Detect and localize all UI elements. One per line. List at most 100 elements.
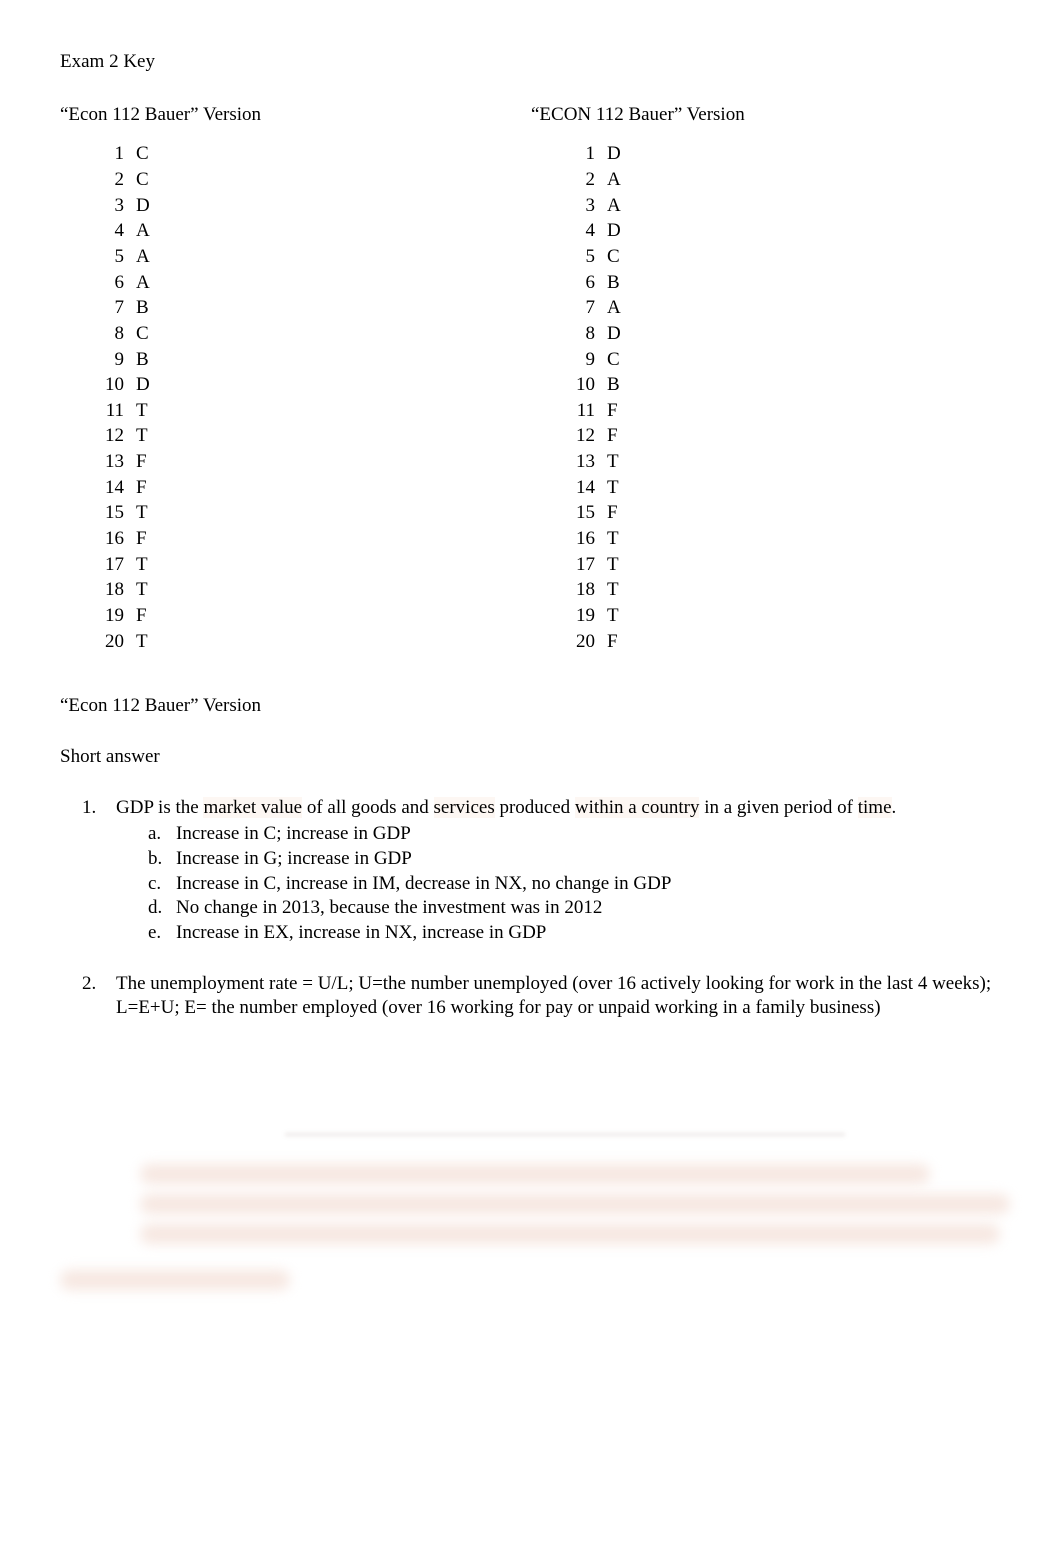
answer-value: D [607,321,621,347]
answer-row: 5C [571,244,1002,270]
short-answer-main: The unemployment rate = U/L; U=the numbe… [116,972,1002,1021]
answer-number: 14 [571,475,607,501]
section-version-heading: “Econ 112 Bauer” Version [60,694,1002,719]
answer-row: 5A [100,244,531,270]
answer-number: 12 [100,423,136,449]
answer-row: 17T [100,552,531,578]
answer-value: T [607,603,619,629]
short-answer-main: GDP is the market value of all goods and… [116,796,1002,821]
answer-number: 1 [100,141,136,167]
answer-row: 9C [571,347,1002,373]
answer-value: T [136,500,148,526]
answer-number: 11 [571,398,607,424]
version-headers: “Econ 112 Bauer” Version “ECON 112 Bauer… [60,103,1002,128]
answer-number: 6 [571,270,607,296]
answer-number: 19 [571,603,607,629]
answer-value: C [607,244,620,270]
answer-value: F [607,398,618,424]
obscured-footer [60,1270,290,1290]
short-answer-subitem: a.Increase in C; increase in GDP [148,822,1002,847]
answer-value: D [136,193,150,219]
answer-row: 3A [571,193,1002,219]
answer-number: 20 [571,629,607,655]
obscured-content [140,1133,990,1244]
answer-value: F [136,526,147,552]
answer-number: 20 [100,629,136,655]
answer-number: 3 [100,193,136,219]
answer-number: 12 [571,423,607,449]
answer-number: 5 [100,244,136,270]
answer-number: 7 [100,295,136,321]
answer-row: 1C [100,141,531,167]
answer-number: 16 [571,526,607,552]
answer-value: D [607,141,621,167]
answer-row: 15F [571,500,1002,526]
answer-value: A [136,244,150,270]
answer-row: 9B [100,347,531,373]
answer-row: 14T [571,475,1002,501]
answers-right-column: 1D2A3A4D5C6B7A8D9C10B11F12F13T14T15F16T1… [531,141,1002,654]
answer-number: 11 [100,398,136,424]
answer-row: 11F [571,398,1002,424]
answer-value: B [136,295,149,321]
answer-row: 19T [571,603,1002,629]
version-right-label: “ECON 112 Bauer” Version [531,103,1002,128]
answer-row: 13T [571,449,1002,475]
sub-letter: c. [148,872,176,897]
answer-value: F [136,603,147,629]
page-title: Exam 2 Key [60,50,1002,75]
answer-number: 9 [100,347,136,373]
answer-number: 2 [100,167,136,193]
answer-value: A [607,167,621,193]
answer-value: D [607,218,621,244]
answer-number: 16 [100,526,136,552]
answer-row: 2C [100,167,531,193]
answer-value: A [136,270,150,296]
answer-value: A [607,193,621,219]
answer-number: 17 [571,552,607,578]
answer-value: B [607,270,620,296]
answer-value: T [607,577,619,603]
answer-number: 14 [100,475,136,501]
answer-row: 19F [100,603,531,629]
answer-row: 3D [100,193,531,219]
short-answer-subitem: c.Increase in C, increase in IM, decreas… [148,872,1002,897]
short-answer-item: 1.GDP is the market value of all goods a… [60,796,1002,946]
answer-row: 15T [100,500,531,526]
answer-value: T [136,423,148,449]
answer-number: 13 [571,449,607,475]
answer-value: T [136,629,148,655]
answer-value: B [607,372,620,398]
short-answer-number: 2. [60,972,116,1023]
answer-value: T [136,398,148,424]
answer-columns: 1C2C3D4A5A6A7B8C9B10D11T12T13F14F15T16F1… [60,141,1002,654]
answer-number: 10 [100,372,136,398]
answer-value: F [607,629,618,655]
short-answer-subitem: b.Increase in G; increase in GDP [148,847,1002,872]
answer-number: 3 [571,193,607,219]
answer-row: 4A [100,218,531,244]
sub-letter: e. [148,921,176,946]
short-answer-number: 1. [60,796,116,946]
obscured-line [140,1194,1010,1214]
version-left-label: “Econ 112 Bauer” Version [60,103,531,128]
answer-value: T [607,449,619,475]
answer-value: C [136,141,149,167]
answer-number: 15 [571,500,607,526]
answer-value: F [136,475,147,501]
answer-value: F [607,423,618,449]
answer-number: 7 [571,295,607,321]
answer-number: 8 [100,321,136,347]
answer-row: 10D [100,372,531,398]
sub-text: No change in 2013, because the investmen… [176,896,1002,921]
answer-value: C [136,321,149,347]
obscured-line [140,1164,930,1184]
answer-number: 18 [100,577,136,603]
answer-row: 7A [571,295,1002,321]
answer-row: 14F [100,475,531,501]
short-answer-subitem: d.No change in 2013, because the investm… [148,896,1002,921]
answer-value: T [607,526,619,552]
answer-number: 15 [100,500,136,526]
short-answer-sublist: a.Increase in C; increase in GDPb.Increa… [116,822,1002,945]
answer-value: T [136,577,148,603]
